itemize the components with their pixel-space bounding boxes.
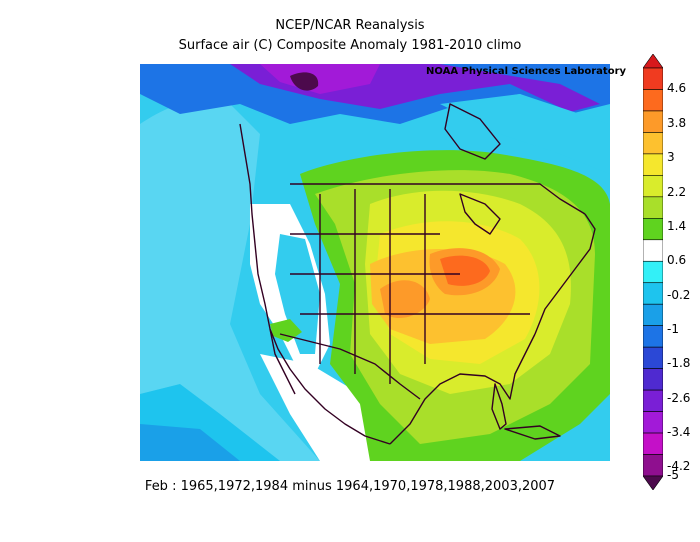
credit-label: NOAA Physical Sciences Laboratory: [426, 66, 627, 77]
colorbar-segment: [643, 239, 663, 262]
colorbar-tick-label: 3.8: [667, 115, 687, 130]
darkorange-core: [440, 255, 490, 286]
light-cyan-west: [140, 100, 320, 461]
colorbar-tick-label: -1: [667, 321, 679, 336]
colorbar-bottom-arrow: [643, 475, 663, 490]
magenta-north: [260, 64, 380, 94]
atlantic-coast: [534, 213, 596, 335]
colorbar-segment: [643, 325, 663, 348]
colorbar-segment: [643, 389, 663, 412]
florida: [491, 383, 507, 430]
gulf-coast: [389, 333, 536, 445]
white-zone-mexico: [260, 354, 390, 461]
colorbar: [643, 54, 663, 490]
coastlines: [239, 103, 596, 445]
colorbar-tick-label: -0.2: [667, 287, 691, 302]
colorbar-segment: [643, 110, 663, 133]
hudson-bay: [444, 103, 501, 160]
colorbar-segment: [643, 346, 663, 369]
colorbar-segment: [643, 432, 663, 455]
colorbar-segment: [643, 454, 663, 477]
colorbar-segment: [643, 196, 663, 219]
colorbar-tick-label: 4.6: [667, 81, 687, 96]
colorbar-segment: [643, 260, 663, 284]
canada-us-border: [290, 183, 586, 215]
colorbar-segment: [643, 303, 663, 326]
colorbar-segment: [643, 67, 663, 90]
colorbar-tick-label: -5: [667, 468, 679, 482]
colorbar-segment: [643, 175, 663, 198]
colorbar-segment: [643, 153, 663, 176]
colorbar-tick-label: 2.2: [667, 184, 687, 199]
colorbar-segment: [643, 411, 663, 434]
colorbar-segment: [643, 368, 663, 391]
blue-southwest: [140, 424, 240, 461]
orange-band: [380, 280, 430, 319]
colorbar-tick-label: -4.2: [667, 459, 691, 474]
green-patch-southwest: [270, 319, 302, 342]
great-lakes: [459, 193, 501, 235]
map-subtitle: Surface air (C) Composite Anomaly 1981-2…: [178, 38, 522, 53]
colorbar-segment: [643, 282, 663, 305]
anomaly-map: [140, 64, 610, 461]
colorbar-tick-label: 1.4: [667, 218, 687, 233]
colorbar-tick-label: 0.6: [667, 253, 687, 268]
colorbar-segment: [643, 89, 663, 112]
colorbar-segment: [643, 218, 663, 241]
colorbar-tick-label: -3.4: [667, 425, 691, 440]
cyan-northeast: [440, 94, 610, 174]
cuba: [504, 425, 561, 440]
colorbar-tick-label: -2.6: [667, 390, 691, 405]
colorbar-top-arrow: [643, 54, 663, 69]
baja-coast: [269, 328, 296, 395]
footer-caption: Feb : 1965,1972,1984 minus 1964,1970,197…: [144, 479, 556, 494]
colorbar-tick-label: 3: [667, 150, 675, 165]
map-title: NCEP/NCAR Reanalysis: [275, 18, 425, 33]
colorbar-tick-label: -1.8: [667, 356, 691, 371]
colorbar-segment: [643, 132, 663, 155]
darkpurple-core: [290, 72, 319, 91]
cyan-interior-west: [275, 234, 320, 354]
